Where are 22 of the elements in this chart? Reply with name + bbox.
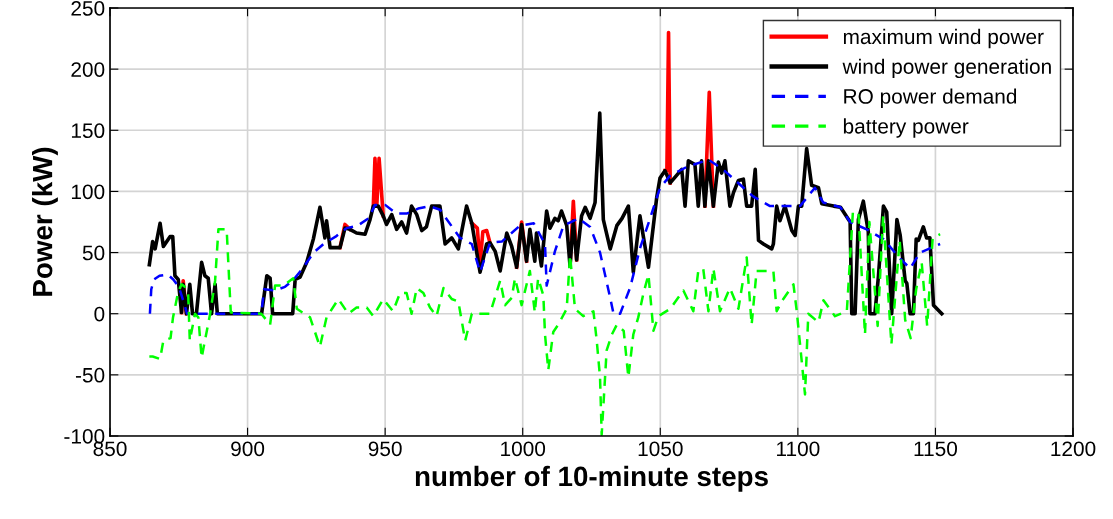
x-tick-label: 1050 (638, 441, 683, 457)
y-tick-label: 200 (71, 62, 105, 77)
y-tick-label: 250 (71, 1, 105, 16)
x-tick-label: 1100 (777, 441, 820, 457)
y-tick-label: 100 (71, 184, 105, 200)
y-tick-label: 0 (94, 306, 105, 322)
legend-label: RO power demand (844, 88, 1017, 108)
x-tick-label: 900 (231, 441, 265, 457)
x-tick-label: 1000 (501, 441, 546, 457)
y-axis-title: Power (kW) (32, 147, 58, 296)
legend-label: wind power generation (842, 58, 1051, 79)
legend-label: maximum wind power (843, 28, 1044, 49)
x-tick-label: 950 (368, 441, 402, 457)
line-series (148, 210, 942, 436)
legend-label: battery power (843, 118, 969, 138)
y-tick-label: 50 (82, 245, 105, 261)
y-tick-label: -50 (75, 367, 105, 383)
line-series (148, 158, 942, 315)
x-tick-label: 1200 (1051, 441, 1096, 457)
x-tick-label: 1150 (914, 441, 958, 457)
y-tick-label: 150 (71, 123, 105, 139)
x-axis-title: number of 10-minute steps (415, 465, 768, 492)
